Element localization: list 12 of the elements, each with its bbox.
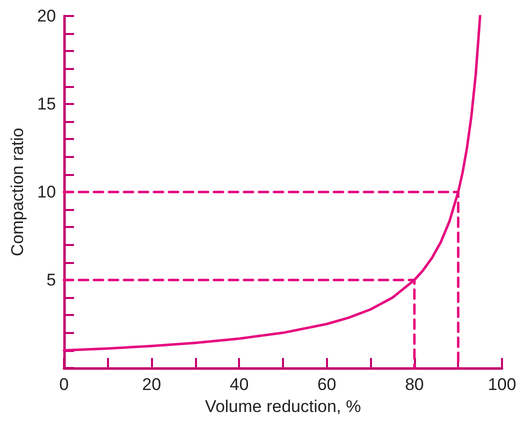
x-tick-label: 20: [142, 375, 162, 394]
x-tick-label: 100: [488, 375, 516, 394]
x-tick-label: 80: [404, 375, 424, 394]
x-tick-label: 60: [317, 375, 336, 394]
x-tick-label: 0: [59, 375, 69, 394]
y-tick-label: 10: [37, 182, 56, 202]
y-tick-label: 5: [46, 270, 56, 290]
x-tick-label: 40: [230, 375, 249, 394]
x-axis-title: Volume reduction, %: [205, 396, 361, 416]
y-tick-label: 20: [37, 6, 56, 26]
y-tick-label: 15: [37, 94, 56, 114]
y-axis-title: Compaction ratio: [8, 128, 27, 256]
